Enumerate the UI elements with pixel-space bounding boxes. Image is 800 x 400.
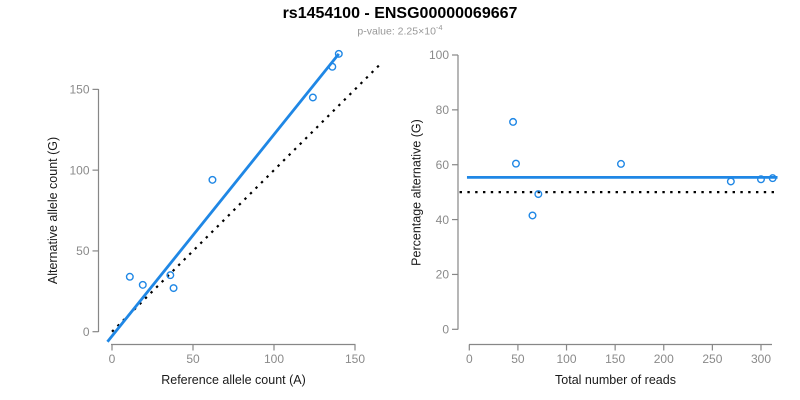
y-tick-label: 50 bbox=[76, 244, 90, 258]
y-axis-title: Alternative allele count (G) bbox=[46, 137, 60, 284]
data-point bbox=[208, 175, 217, 184]
y-tick-label: 150 bbox=[69, 83, 89, 97]
data-point bbox=[308, 93, 317, 102]
data-point bbox=[616, 159, 625, 168]
data-point bbox=[166, 271, 175, 280]
pvalue-text: p-value: 2.25×10 bbox=[357, 25, 436, 38]
data-point bbox=[125, 272, 134, 281]
x-tick-label: 50 bbox=[186, 352, 200, 366]
data-point bbox=[328, 62, 337, 71]
x-tick-label: 50 bbox=[511, 352, 525, 366]
x-tick-label: 100 bbox=[264, 352, 284, 366]
data-point bbox=[509, 117, 518, 126]
y-tick-label: 0 bbox=[83, 325, 90, 339]
regression-line bbox=[106, 52, 340, 343]
data-point bbox=[528, 211, 537, 220]
y-tick-label: 0 bbox=[442, 323, 449, 337]
data-point bbox=[138, 280, 147, 289]
y-tick-label: 100 bbox=[429, 48, 449, 62]
y-tick-label: 60 bbox=[436, 158, 450, 172]
pvalue-exponent: -4 bbox=[435, 23, 443, 32]
y-tick-label: 20 bbox=[436, 268, 450, 282]
x-tick-label: 100 bbox=[557, 352, 577, 366]
y-axis-title: Percentage alternative (G) bbox=[410, 119, 424, 266]
x-tick-label: 250 bbox=[702, 352, 722, 366]
plot-title: rs1454100 - ENSG00000069667 bbox=[282, 5, 518, 22]
x-tick-label: 150 bbox=[345, 352, 365, 366]
y-tick-label: 100 bbox=[69, 163, 89, 177]
x-axis-title: Total number of reads bbox=[555, 373, 676, 387]
x-tick-label: 150 bbox=[605, 352, 625, 366]
y-tick-label: 80 bbox=[436, 103, 450, 117]
x-tick-label: 0 bbox=[466, 352, 473, 366]
data-point bbox=[768, 174, 777, 183]
data-point bbox=[511, 159, 520, 168]
y-tick-label: 40 bbox=[436, 213, 450, 227]
x-tick-label: 200 bbox=[654, 352, 674, 366]
identity-line bbox=[111, 64, 381, 333]
data-point bbox=[726, 177, 735, 186]
x-tick-label: 0 bbox=[109, 352, 116, 366]
data-point bbox=[534, 190, 543, 199]
data-point bbox=[169, 284, 178, 293]
plot-subtitle: p-value: 2.25×10-4 bbox=[0, 23, 800, 38]
data-point bbox=[334, 49, 343, 58]
x-axis-title: Reference allele count (A) bbox=[161, 373, 306, 387]
x-tick-label: 300 bbox=[751, 352, 771, 366]
data-point bbox=[756, 175, 765, 184]
